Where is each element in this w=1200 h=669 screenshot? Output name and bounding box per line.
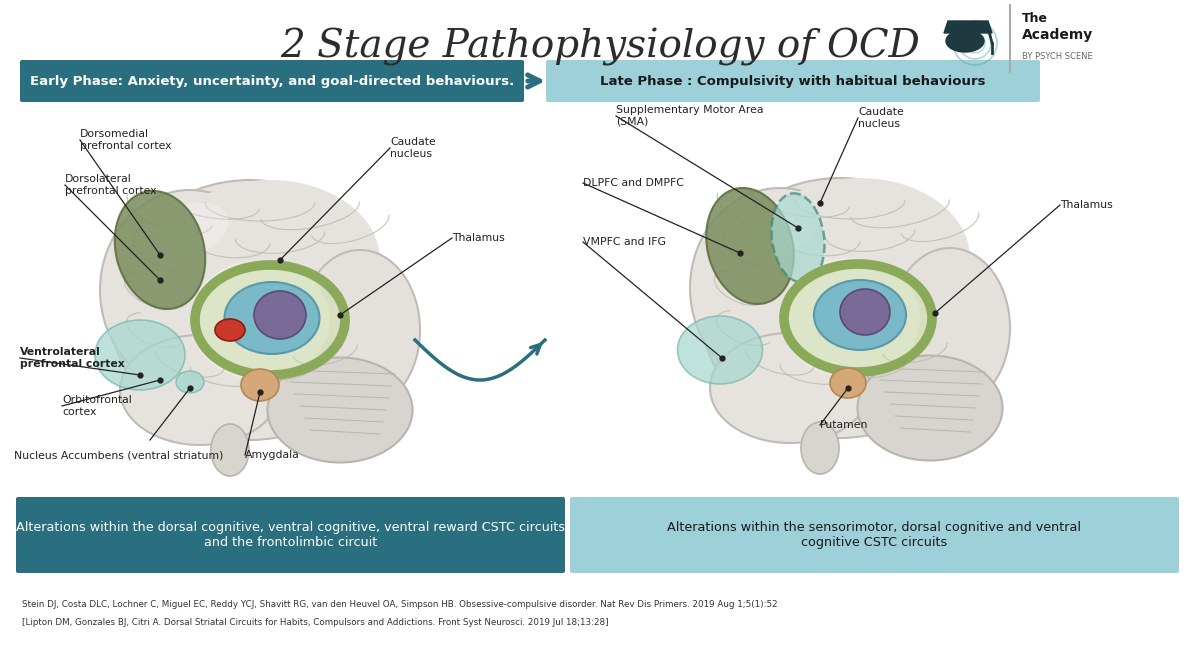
FancyBboxPatch shape bbox=[16, 497, 565, 573]
FancyBboxPatch shape bbox=[570, 497, 1178, 573]
Text: Orbitofrontal
cortex: Orbitofrontal cortex bbox=[62, 395, 132, 417]
Ellipse shape bbox=[710, 333, 870, 443]
Ellipse shape bbox=[700, 178, 980, 438]
Text: Dorsomedial
prefrontal cortex: Dorsomedial prefrontal cortex bbox=[80, 129, 172, 151]
FancyBboxPatch shape bbox=[20, 60, 524, 102]
Ellipse shape bbox=[176, 371, 204, 393]
Text: Dorsolateral
prefrontal cortex: Dorsolateral prefrontal cortex bbox=[65, 174, 156, 196]
Ellipse shape bbox=[151, 203, 228, 257]
Text: The: The bbox=[1022, 12, 1048, 25]
Text: Thalamus: Thalamus bbox=[452, 233, 505, 243]
Ellipse shape bbox=[840, 289, 890, 335]
Ellipse shape bbox=[742, 201, 818, 255]
Ellipse shape bbox=[780, 258, 920, 378]
Ellipse shape bbox=[678, 316, 762, 384]
Text: 2 Stage Pathophysiology of OCD: 2 Stage Pathophysiology of OCD bbox=[280, 28, 920, 66]
Ellipse shape bbox=[200, 270, 340, 370]
Text: [Lipton DM, Gonzales BJ, Citri A. Dorsal Striatal Circuits for Habits, Compulsor: [Lipton DM, Gonzales BJ, Citri A. Dorsal… bbox=[22, 618, 608, 627]
Ellipse shape bbox=[95, 320, 185, 390]
Text: Academy: Academy bbox=[1022, 28, 1093, 42]
Text: Nucleus Accumbens (ventral striatum): Nucleus Accumbens (ventral striatum) bbox=[14, 450, 223, 460]
Ellipse shape bbox=[890, 248, 1010, 408]
Ellipse shape bbox=[772, 193, 824, 283]
Polygon shape bbox=[944, 21, 992, 33]
Ellipse shape bbox=[802, 422, 839, 474]
Text: Early Phase: Anxiety, uncertainty, and goal-directed behaviours.: Early Phase: Anxiety, uncertainty, and g… bbox=[30, 74, 514, 88]
Ellipse shape bbox=[160, 180, 380, 340]
Text: BY PSYCH SCENE: BY PSYCH SCENE bbox=[1022, 52, 1093, 61]
Text: Alterations within the sensorimotor, dorsal cognitive and ventral
cognitive CSTC: Alterations within the sensorimotor, dor… bbox=[667, 521, 1081, 549]
Text: Alterations within the dorsal cognitive, ventral cognitive, ventral reward CSTC : Alterations within the dorsal cognitive,… bbox=[17, 521, 565, 549]
Text: VMPFC and IFG: VMPFC and IFG bbox=[583, 237, 666, 247]
Ellipse shape bbox=[254, 291, 306, 339]
Text: Stein DJ, Costa DLC, Lochner C, Miguel EC, Reddy YCJ, Shavitt RG, van den Heuvel: Stein DJ, Costa DLC, Lochner C, Miguel E… bbox=[22, 600, 778, 609]
Text: Supplementary Motor Area
(SMA): Supplementary Motor Area (SMA) bbox=[616, 105, 763, 127]
Ellipse shape bbox=[790, 269, 928, 367]
Ellipse shape bbox=[110, 180, 390, 440]
Ellipse shape bbox=[224, 282, 319, 354]
Text: Late Phase : Compulsivity with habitual behaviours: Late Phase : Compulsivity with habitual … bbox=[600, 74, 985, 88]
Ellipse shape bbox=[190, 260, 330, 380]
Text: Ventrolateral
prefrontal cortex: Ventrolateral prefrontal cortex bbox=[20, 347, 125, 369]
Ellipse shape bbox=[946, 30, 984, 52]
Text: Caudate
nucleus: Caudate nucleus bbox=[858, 107, 904, 129]
Ellipse shape bbox=[120, 335, 280, 445]
Ellipse shape bbox=[300, 250, 420, 410]
Text: DLPFC and DMPFC: DLPFC and DMPFC bbox=[583, 178, 684, 188]
Text: Thalamus: Thalamus bbox=[1060, 200, 1112, 210]
Ellipse shape bbox=[115, 191, 205, 309]
Ellipse shape bbox=[100, 190, 280, 390]
Ellipse shape bbox=[750, 178, 970, 338]
Ellipse shape bbox=[241, 369, 278, 401]
FancyBboxPatch shape bbox=[546, 60, 1040, 102]
Ellipse shape bbox=[814, 280, 906, 350]
Ellipse shape bbox=[830, 368, 866, 398]
Text: Amygdala: Amygdala bbox=[245, 450, 300, 460]
Text: Putamen: Putamen bbox=[820, 420, 869, 430]
Ellipse shape bbox=[690, 188, 870, 388]
Ellipse shape bbox=[858, 355, 1002, 460]
Text: Caudate
nucleus: Caudate nucleus bbox=[390, 137, 436, 159]
Ellipse shape bbox=[268, 357, 413, 462]
Ellipse shape bbox=[215, 319, 245, 341]
Ellipse shape bbox=[211, 424, 250, 476]
Ellipse shape bbox=[707, 188, 793, 304]
